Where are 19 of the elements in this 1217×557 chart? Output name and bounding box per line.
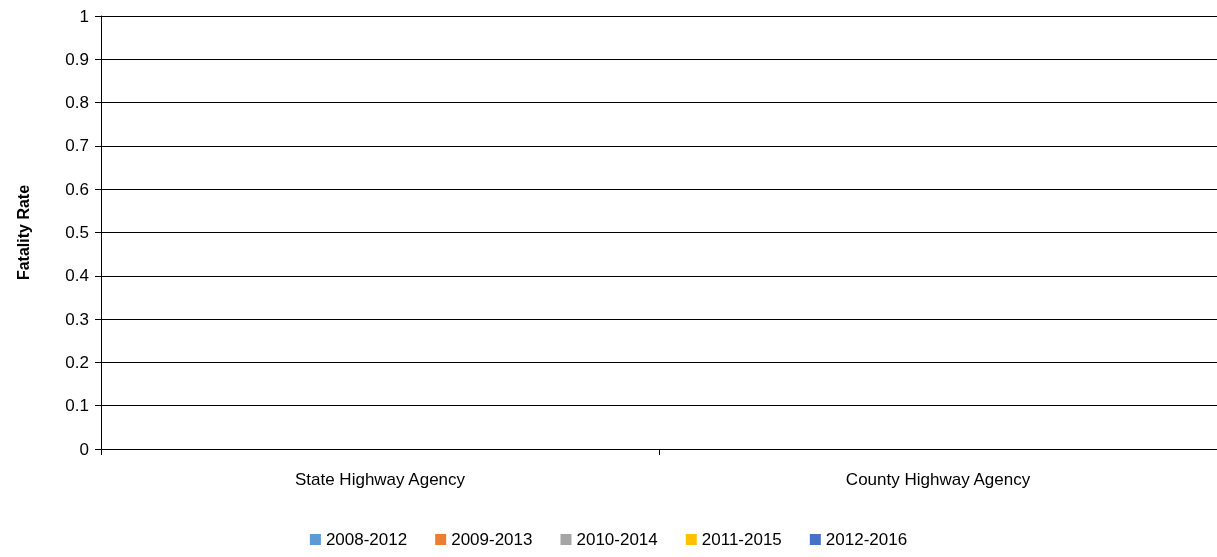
legend-label: 2010-2014 [576, 530, 658, 549]
y-tick-label: 0.9 [65, 49, 89, 69]
legend-label: 2011-2015 [701, 530, 782, 549]
y-tick-label: 0.1 [65, 396, 89, 416]
x-tick-label: State Highway Agency [294, 470, 466, 489]
legend-label: 2012-2016 [825, 530, 908, 549]
y-tick-label: 0.2 [65, 352, 89, 372]
y-tick-label: 0 [79, 439, 89, 459]
y-tick-label: 1 [79, 6, 89, 26]
y-tick-label: 0.4 [65, 266, 89, 286]
y-tick-label: 0.6 [65, 179, 89, 199]
legend-label: 2009-2013 [451, 530, 533, 549]
y-tick-label: 0.3 [65, 309, 89, 329]
y-tick-label: 0.5 [65, 223, 89, 242]
y-tick-label: 0.8 [65, 93, 89, 113]
y-axis-title: Fatality Rate [14, 184, 32, 281]
legend-label: 2008-2012 [325, 530, 408, 549]
y-tick-label: 0.7 [65, 136, 89, 156]
x-tick-label: County Highway Agency [845, 470, 1031, 489]
